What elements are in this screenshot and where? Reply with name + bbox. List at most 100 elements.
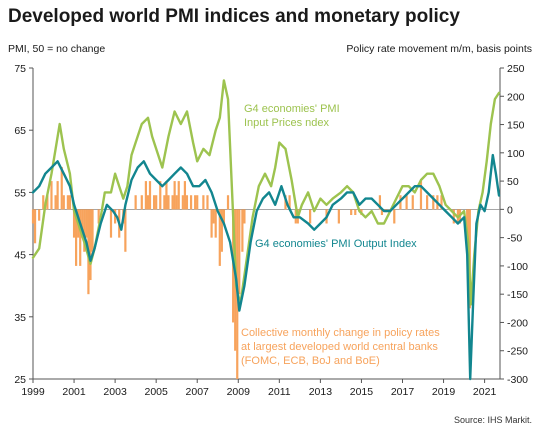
- policy-bar: [167, 195, 170, 210]
- policy-bar: [196, 195, 199, 210]
- policy-bar: [134, 195, 137, 210]
- output-line: [31, 153, 501, 381]
- policy-bar: [393, 209, 396, 224]
- policy-bar: [72, 209, 76, 238]
- policy-bar: [206, 195, 209, 210]
- y-left-tick-label: 75: [14, 63, 26, 75]
- x-tick-label: 2021: [473, 386, 497, 398]
- x-tick-label: 1999: [21, 386, 45, 398]
- policy-bar: [124, 209, 127, 252]
- policy-bar: [89, 209, 92, 281]
- policy-bar: [56, 181, 59, 210]
- policy-bar: [218, 209, 221, 266]
- y-left-tick-label: 25: [14, 374, 26, 386]
- policy-bar: [350, 209, 353, 216]
- policy-bar: [159, 181, 162, 210]
- left-axis-label: PMI, 50 = no change: [8, 43, 105, 55]
- x-tick-label: 2005: [144, 386, 168, 398]
- policy-bar: [238, 209, 241, 295]
- policy-bar: [380, 209, 384, 216]
- policy-bar: [220, 209, 223, 252]
- policy-bar: [33, 209, 37, 244]
- policy-bar: [354, 209, 357, 216]
- y-right-tick-label: -250: [507, 346, 528, 358]
- policy-bar: [85, 209, 88, 238]
- policy-annotation: at largest developed world central banks: [241, 341, 438, 353]
- policy-bar: [163, 195, 166, 210]
- input-prices-annotation: Input Prices ndex: [244, 117, 329, 129]
- policy-bar: [288, 195, 291, 210]
- y-right-tick-label: 50: [507, 176, 519, 188]
- policy-bar: [177, 181, 180, 210]
- policy-bar: [222, 209, 226, 224]
- policy-bar: [243, 209, 246, 224]
- policy-bar: [31, 209, 35, 224]
- y-left-tick-label: 65: [14, 125, 26, 137]
- plot-area: 25 35 45 55 65 75 -300 -250 -200 -150 -100 -50 0 50 10…: [14, 63, 528, 398]
- policy-annotation: Collective monthly change in policy rate…: [241, 327, 440, 339]
- policy-bar: [46, 195, 49, 210]
- policy-bar: [185, 195, 189, 210]
- policy-bar: [173, 181, 176, 210]
- y-right-tick-label: 200: [507, 91, 525, 103]
- policy-bar: [79, 209, 82, 266]
- policy-bar: [60, 166, 63, 210]
- y-right-tick-label: -300: [507, 374, 528, 386]
- x-tick-label: 2013: [309, 386, 333, 398]
- policy-bar: [194, 195, 197, 210]
- y-right-tick-label: -50: [507, 233, 522, 245]
- policy-bar: [75, 209, 78, 266]
- x-tick-label: 2007: [186, 386, 210, 398]
- policy-bar: [337, 209, 340, 224]
- policy-bar: [183, 181, 187, 210]
- policy-bar: [452, 209, 455, 224]
- x-tick-label: 2009: [227, 386, 251, 398]
- policy-bar: [175, 195, 178, 210]
- policy-bar: [411, 195, 414, 210]
- policy-bar: [241, 209, 244, 252]
- policy-bar: [214, 209, 217, 238]
- policy-bar: [405, 195, 408, 210]
- policy-bar: [42, 195, 45, 210]
- policy-bar: [91, 209, 94, 252]
- y-right-tick-label: 250: [507, 63, 525, 75]
- chart-title: Developed world PMI indices and monetary…: [8, 6, 460, 27]
- policy-bar: [309, 209, 312, 224]
- policy-annotation: (FOMC, ECB, BoJ and BoE): [241, 355, 380, 367]
- policy-bar: [109, 209, 113, 238]
- x-tick-label: 2011: [268, 386, 291, 398]
- x-tick-label: 2015: [350, 386, 374, 398]
- policy-bar: [171, 195, 174, 210]
- policy-bar: [181, 195, 184, 210]
- source-note: Source: IHS Markit.: [454, 415, 532, 425]
- y-right-tick-label: 0: [507, 204, 513, 216]
- y-left-tick-label: 55: [14, 187, 26, 199]
- policy-bar: [155, 195, 158, 210]
- policy-bar: [148, 181, 152, 210]
- y-right-tick-label: -100: [507, 261, 528, 273]
- policy-bar: [210, 209, 213, 238]
- x-tick-label: 2017: [391, 386, 415, 398]
- policy-bar: [140, 195, 143, 210]
- policy-bar: [54, 195, 57, 210]
- policy-bar: [83, 209, 86, 252]
- x-tick-label: 2001: [62, 386, 86, 398]
- policy-bar: [212, 209, 215, 224]
- input-prices-line: [31, 79, 501, 306]
- input-prices-annotation: G4 economies' PMI: [244, 103, 340, 115]
- policy-bar: [66, 195, 69, 210]
- y-left-tick-label: 45: [14, 250, 26, 262]
- y-right-tick-label: -200: [507, 317, 528, 329]
- policy-bar: [146, 195, 150, 210]
- x-tick-label: 2019: [432, 386, 456, 398]
- policy-bar: [226, 195, 230, 210]
- policy-bar: [38, 209, 41, 221]
- policy-bar: [97, 209, 100, 224]
- policy-bar: [165, 181, 168, 210]
- policy-bar: [419, 181, 423, 210]
- policy-bar: [62, 195, 65, 210]
- y-right-tick-label: -150: [507, 289, 528, 301]
- y-left-tick-label: 35: [14, 312, 26, 324]
- policy-bar: [114, 209, 117, 224]
- y-right-tick-label: 150: [507, 120, 525, 132]
